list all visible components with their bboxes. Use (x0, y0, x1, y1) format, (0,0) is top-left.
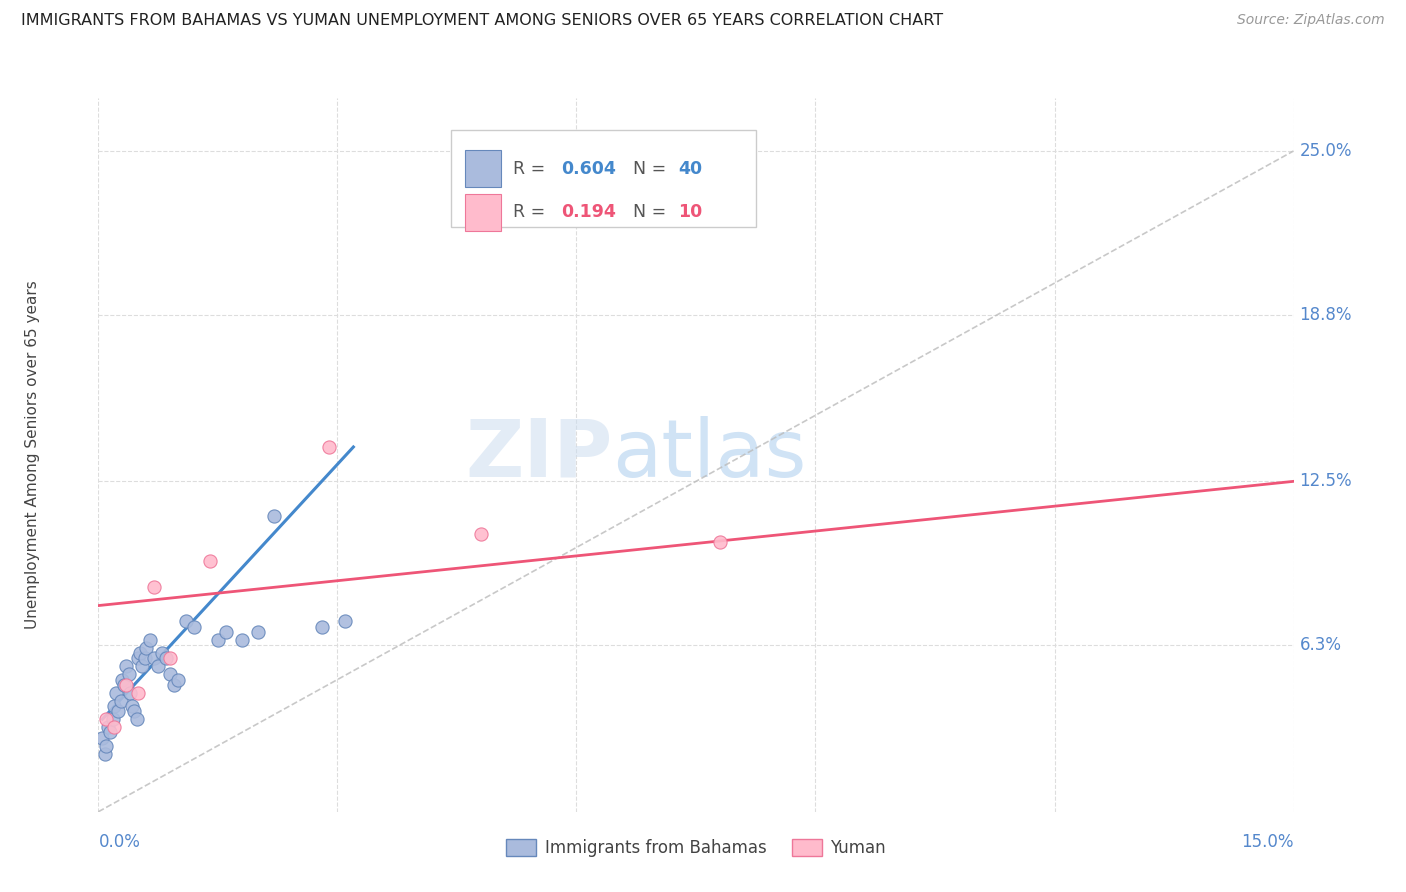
Point (121, 698, 143, 713)
Bar (465, 194, 501, 231)
Point (198, 554, 221, 568)
Point (115, 678, 138, 692)
Point (103, 698, 125, 713)
Point (96, 712, 118, 726)
Text: N =: N = (633, 160, 672, 178)
Point (709, 535, 731, 549)
Point (127, 651, 149, 665)
Text: 6.3%: 6.3% (1299, 636, 1341, 654)
Point (120, 686, 142, 700)
Point (134, 651, 156, 665)
Text: 0.0%: 0.0% (98, 833, 141, 851)
Point (207, 632, 229, 647)
Point (174, 615, 197, 629)
Bar (465, 150, 501, 187)
Text: IMMIGRANTS FROM BAHAMAS VS YUMAN UNEMPLOYMENT AMONG SENIORS OVER 65 YEARS CORREL: IMMIGRANTS FROM BAHAMAS VS YUMAN UNEMPLO… (21, 13, 943, 29)
Point (101, 712, 124, 726)
Point (125, 712, 148, 726)
Point (96, 739, 118, 753)
Point (148, 659, 170, 673)
Text: 10: 10 (678, 203, 702, 221)
Point (150, 646, 173, 660)
Point (135, 640, 157, 655)
Text: 40: 40 (678, 160, 702, 178)
Point (159, 651, 181, 665)
Point (94, 747, 117, 761)
Text: atlas: atlas (612, 416, 807, 494)
Point (91, 731, 114, 745)
Point (115, 659, 138, 673)
Point (104, 686, 127, 700)
Text: 18.8%: 18.8% (1299, 306, 1353, 324)
Text: ZIP: ZIP (465, 416, 612, 494)
Point (335, 615, 357, 629)
Point (215, 625, 238, 640)
Point (127, 686, 149, 700)
Text: N =: N = (633, 203, 672, 221)
Point (124, 704, 146, 718)
Point (98, 725, 122, 739)
Point (143, 651, 166, 665)
Point (118, 667, 141, 681)
Point (159, 667, 181, 681)
Point (311, 620, 333, 634)
Point (143, 580, 166, 594)
Text: R =: R = (513, 160, 551, 178)
Point (131, 659, 153, 673)
Text: 25.0%: 25.0% (1299, 142, 1353, 160)
Text: R =: R = (513, 203, 557, 221)
Point (167, 673, 190, 687)
Point (155, 651, 177, 665)
Point (107, 704, 129, 718)
Text: 15.0%: 15.0% (1241, 833, 1294, 851)
Point (183, 620, 205, 634)
Point (110, 694, 132, 708)
Text: 0.604: 0.604 (561, 160, 616, 178)
Point (263, 508, 285, 523)
Text: 12.5%: 12.5% (1299, 473, 1353, 491)
FancyBboxPatch shape (451, 130, 756, 227)
Point (231, 632, 253, 647)
Point (139, 632, 162, 647)
Text: Source: ZipAtlas.com: Source: ZipAtlas.com (1237, 13, 1385, 28)
Legend: Immigrants from Bahamas, Yuman: Immigrants from Bahamas, Yuman (499, 832, 893, 864)
Point (470, 527, 492, 541)
Point (246, 625, 269, 640)
Text: 0.194: 0.194 (561, 203, 616, 221)
Point (163, 678, 186, 692)
Point (103, 720, 125, 734)
Point (111, 673, 134, 687)
Point (112, 678, 135, 692)
Text: Unemployment Among Seniors over 65 years: Unemployment Among Seniors over 65 years (25, 281, 41, 629)
Point (97, 720, 120, 734)
Point (128, 646, 150, 660)
Point (318, 440, 340, 454)
